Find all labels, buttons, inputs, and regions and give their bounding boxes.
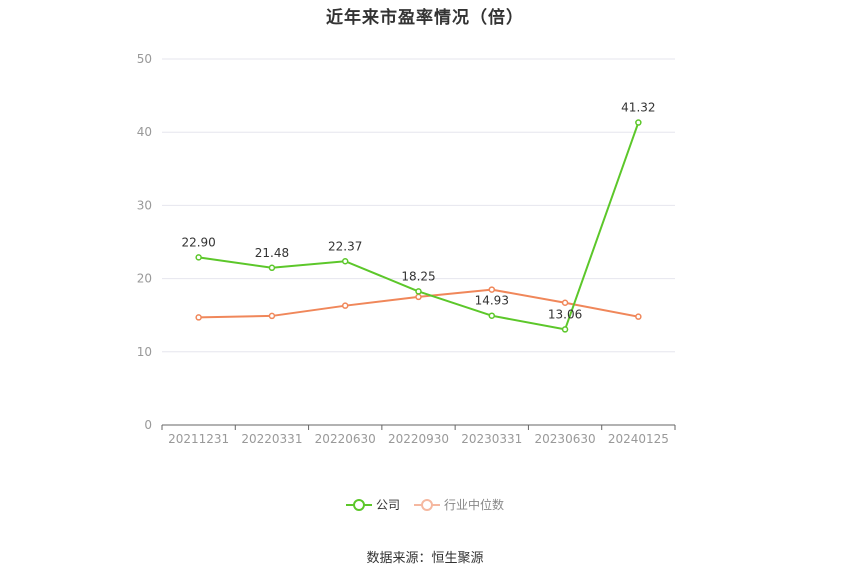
company-data-label: 13.06 xyxy=(548,307,582,321)
company-data-point xyxy=(415,288,422,295)
y-tick-label: 50 xyxy=(137,52,152,66)
data-source-note: 数据来源：恒生聚源 xyxy=(366,551,484,566)
industry-median-data-point xyxy=(415,293,422,301)
industry-median-data-point xyxy=(268,312,276,320)
y-tick-label: 30 xyxy=(137,198,152,212)
legend-company-label: 公司 xyxy=(375,498,400,512)
x-tick-label: 20220930 xyxy=(388,432,449,446)
company-data-label: 14.93 xyxy=(475,294,509,308)
company-data-label: 21.48 xyxy=(255,246,289,260)
company-data-point xyxy=(488,312,496,319)
x-tick-label: 20211231 xyxy=(168,432,229,446)
x-tick-label: 20220630 xyxy=(315,432,376,446)
company-data-label: 41.32 xyxy=(621,101,655,115)
y-tick-label: 0 xyxy=(144,418,152,432)
industry-median-data-point xyxy=(488,286,496,293)
x-tick-label: 20230331 xyxy=(461,432,522,446)
industry-median-data-point xyxy=(561,299,569,307)
company-data-point xyxy=(561,326,569,333)
x-tick-label: 20220331 xyxy=(241,432,302,446)
x-tick-label: 20230630 xyxy=(535,432,596,446)
chart-title: 近年来市盈率情况（倍） xyxy=(326,8,524,28)
company-data-point xyxy=(195,254,202,261)
industry-median-data-point xyxy=(341,302,349,309)
legend-industry-swatch-icon xyxy=(414,498,440,512)
legend-company-swatch-icon xyxy=(345,498,372,512)
industry-median-data-point xyxy=(195,314,202,321)
x-tick-label: 20240125 xyxy=(608,432,669,446)
y-tick-label: 20 xyxy=(137,272,152,286)
company-data-label: 22.37 xyxy=(328,239,362,253)
company-data-point xyxy=(268,264,276,272)
industry-median-data-point xyxy=(635,313,642,320)
company-data-point xyxy=(635,119,642,126)
company-data-point xyxy=(341,258,349,265)
legend-item-industry-median[interactable]: 行业中位数 xyxy=(414,496,504,513)
y-tick-label: 10 xyxy=(137,345,152,359)
legend-industry-label: 行业中位数 xyxy=(444,498,505,512)
company-data-label: 18.25 xyxy=(401,269,435,283)
company-data-label: 22.90 xyxy=(181,235,215,249)
legend-item-company[interactable]: 公司 xyxy=(345,496,400,513)
chart-legend: 公司 行业中位数 xyxy=(0,496,850,513)
y-tick-label: 40 xyxy=(137,125,152,139)
